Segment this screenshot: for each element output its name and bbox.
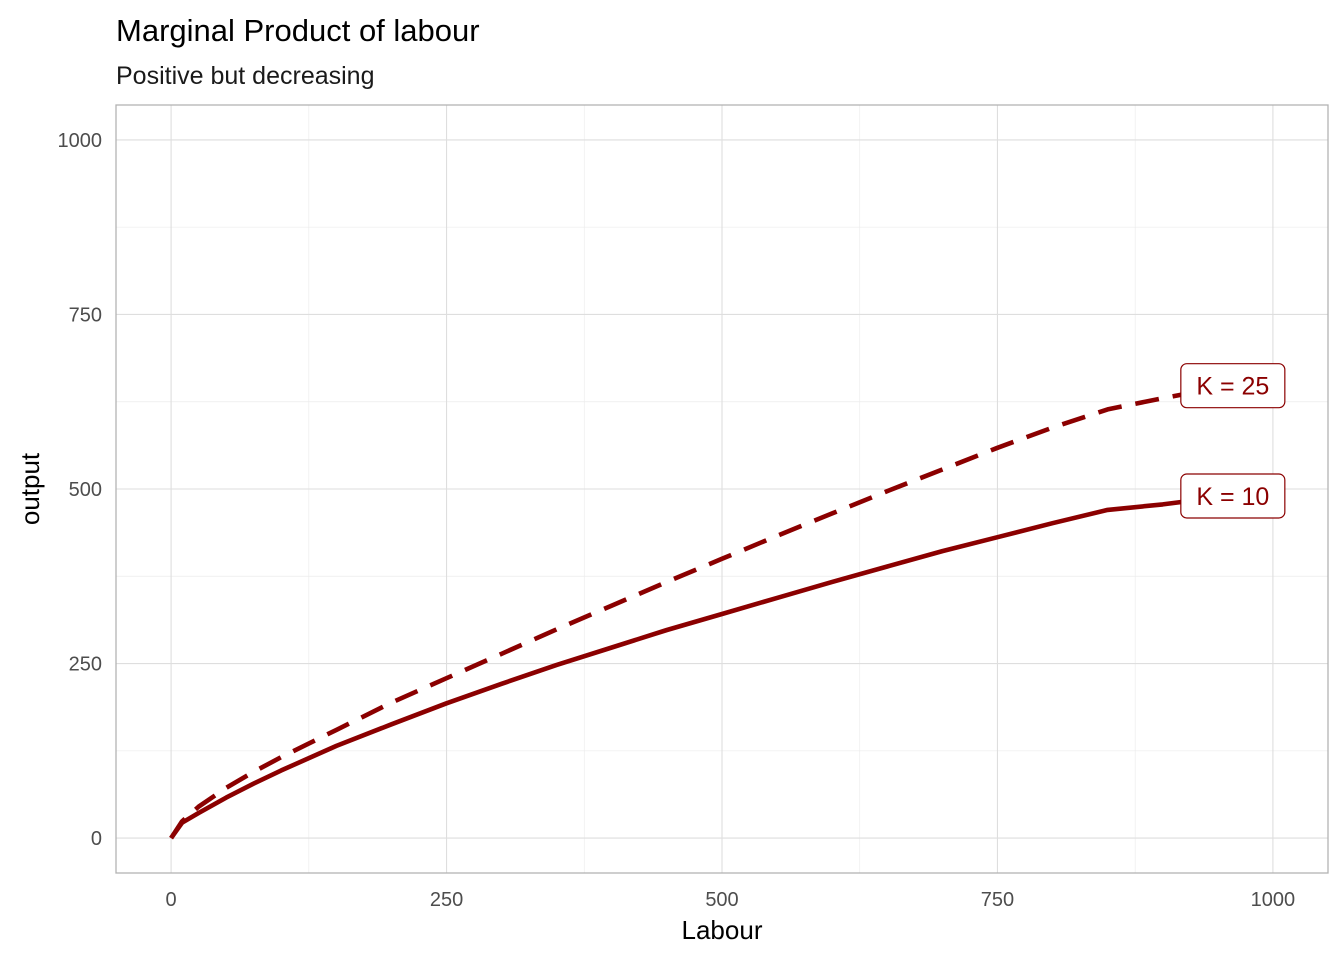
series-label-k25: K = 25 <box>1180 363 1286 409</box>
x-tick-label: 500 <box>705 889 738 911</box>
label-text: K = 25 <box>1196 373 1269 401</box>
y-tick-label: 500 <box>69 479 102 501</box>
chart-title: Marginal Product of labour <box>116 13 480 48</box>
label-box <box>1180 473 1286 519</box>
series-label-k10: K = 10 <box>1180 473 1286 519</box>
label-box <box>1180 363 1286 409</box>
x-tick-label: 1000 <box>1251 889 1296 911</box>
y-axis-tick-labels: 0 250 500 750 1000 <box>58 130 103 850</box>
y-tick-label: 1000 <box>58 130 103 152</box>
y-tick-label: 250 <box>69 654 102 676</box>
series-line-k25 <box>169 383 1230 840</box>
series-labels: K = 25 K = 10 <box>1180 363 1286 519</box>
x-tick-label: 0 <box>166 889 177 911</box>
y-tick-label: 750 <box>69 304 102 326</box>
label-text: K = 10 <box>1196 483 1269 511</box>
x-tick-label: 250 <box>430 889 463 911</box>
series-layer <box>169 383 1230 840</box>
x-axis-tick-labels: 0 250 500 750 1000 <box>166 889 1296 911</box>
chart-subtitle: Positive but decreasing <box>116 62 374 90</box>
series-line-k10 <box>169 493 1230 840</box>
major-gridlines <box>116 105 1328 873</box>
x-tick-label: 750 <box>981 889 1014 911</box>
plot-panel-border <box>115 104 1329 874</box>
y-axis-title: output <box>15 452 45 525</box>
y-tick-label: 0 <box>91 828 102 850</box>
x-axis-title: Labour <box>682 915 763 945</box>
